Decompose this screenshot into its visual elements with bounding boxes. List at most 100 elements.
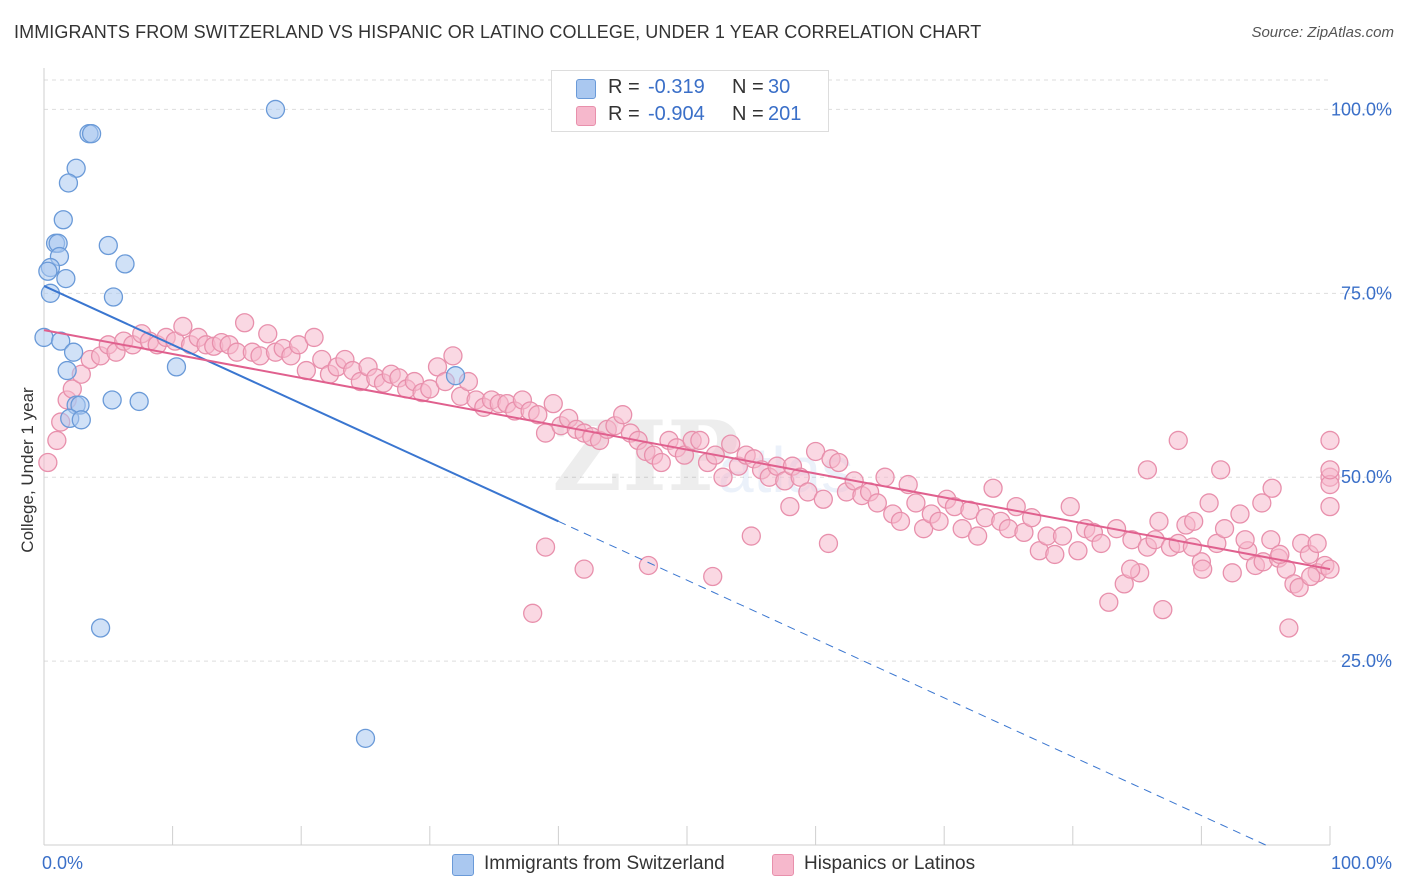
switzerland-point bbox=[102, 390, 122, 410]
r-value: -0.319 bbox=[648, 76, 705, 98]
y-axis-label: College, Under 1 year bbox=[18, 387, 37, 553]
hispanic-point bbox=[528, 405, 548, 425]
hispanic-point bbox=[1235, 530, 1255, 550]
switzerland-point bbox=[129, 391, 149, 412]
switzerland-point bbox=[53, 210, 73, 230]
hispanic-point bbox=[1021, 508, 1042, 528]
legend-row-switzerland: R = -0.319 N = 30 bbox=[552, 75, 828, 101]
r-label: R = bbox=[608, 76, 640, 98]
hispanic-point bbox=[805, 441, 826, 462]
hispanic-point bbox=[1184, 511, 1204, 531]
switzerland-point bbox=[38, 261, 58, 281]
chart-source: Source: ZipAtlas.com bbox=[1251, 24, 1394, 41]
hispanic-point bbox=[1060, 496, 1080, 517]
hispanic-point bbox=[1279, 618, 1299, 638]
switzerland-point bbox=[355, 728, 376, 748]
y-tick-label: 75.0% bbox=[1341, 283, 1392, 303]
hispanic-point bbox=[234, 313, 255, 333]
n-value: 30 bbox=[768, 76, 791, 98]
hispanic-point bbox=[690, 430, 710, 451]
hispanic-point bbox=[967, 526, 988, 546]
hispanic-point bbox=[1262, 478, 1282, 498]
hispanic-point bbox=[1091, 533, 1111, 554]
hispanic-point bbox=[829, 452, 849, 473]
pink-swatch-icon bbox=[576, 106, 596, 126]
hispanic-point bbox=[741, 526, 761, 546]
hispanic-point bbox=[1307, 533, 1327, 554]
hispanic-point bbox=[983, 478, 1003, 498]
hispanic-point bbox=[1252, 493, 1272, 513]
legend-item-hispanic[interactable]: Hispanics or Latinos bbox=[772, 852, 1002, 878]
hispanic-point bbox=[1149, 511, 1169, 531]
hispanic-point bbox=[38, 452, 58, 473]
hispanic-point bbox=[780, 496, 800, 517]
legend-row-hispanic: R = -0.904 N = 201 bbox=[552, 102, 828, 128]
hispanic-point bbox=[574, 559, 594, 579]
hispanic-point bbox=[1121, 559, 1141, 579]
hispanic-point bbox=[523, 603, 543, 623]
hispanic-point bbox=[1068, 541, 1088, 561]
hispanic-point bbox=[638, 555, 659, 576]
hispanic-point bbox=[304, 327, 324, 348]
switzerland-point bbox=[166, 357, 187, 377]
hispanic-point bbox=[713, 467, 733, 487]
hispanic-point bbox=[1193, 559, 1213, 579]
switzerland-trend-line bbox=[43, 285, 559, 523]
hispanic-point bbox=[813, 489, 833, 509]
x-tick-label: 0.0% bbox=[42, 853, 83, 873]
legend-label: Hispanics or Latinos bbox=[804, 853, 976, 874]
hispanic-point bbox=[867, 493, 887, 513]
hispanic-point bbox=[1099, 592, 1119, 612]
hispanic-point bbox=[420, 379, 440, 399]
correlation-legend: R = -0.319 N = 30 R = -0.904 N = 201 bbox=[551, 70, 829, 132]
hispanic-point bbox=[1230, 504, 1250, 524]
hispanic-point bbox=[1320, 430, 1340, 451]
hispanic-point bbox=[929, 511, 949, 531]
n-label: N = bbox=[732, 76, 764, 98]
hispanic-point bbox=[1052, 526, 1073, 546]
switzerland-point bbox=[115, 254, 135, 274]
hispanic-point bbox=[1122, 530, 1142, 550]
y-tick-label: 25.0% bbox=[1341, 651, 1392, 671]
hispanic-point bbox=[1045, 544, 1065, 565]
hispanic-point bbox=[613, 405, 633, 425]
switzerland-point bbox=[265, 99, 286, 120]
hispanic-point bbox=[818, 533, 839, 554]
y-tick-label: 100.0% bbox=[1331, 99, 1392, 119]
r-label: R = bbox=[608, 103, 640, 125]
hispanic-point bbox=[721, 434, 741, 454]
hispanic-point bbox=[258, 324, 278, 344]
hispanic-point bbox=[1261, 530, 1281, 550]
n-label: N = bbox=[732, 103, 764, 125]
switzerland-point bbox=[103, 287, 124, 307]
legend-item-switzerland[interactable]: Immigrants from Switzerland bbox=[452, 852, 752, 878]
hispanic-trend-line bbox=[43, 329, 1331, 571]
x-tick-label: 100.0% bbox=[1331, 853, 1392, 873]
switzerland-point bbox=[90, 618, 111, 638]
hispanic-point bbox=[890, 511, 911, 531]
switzerland-point bbox=[56, 268, 76, 289]
hispanic-point bbox=[875, 467, 895, 487]
switzerland-point bbox=[71, 410, 91, 430]
hispanic-point bbox=[798, 482, 818, 502]
hispanic-point bbox=[1168, 430, 1188, 451]
switzerland-point bbox=[81, 124, 102, 144]
switzerland-point bbox=[63, 342, 84, 362]
hispanic-point bbox=[535, 537, 556, 557]
switzerland-trend-extension bbox=[558, 520, 1266, 846]
hispanic-point bbox=[1301, 566, 1321, 587]
hispanic-point bbox=[1320, 496, 1340, 517]
hispanic-point bbox=[543, 394, 563, 414]
switzerland-point bbox=[57, 360, 77, 381]
switzerland-point bbox=[58, 173, 79, 193]
hispanic-point bbox=[173, 316, 193, 337]
hispanic-point bbox=[952, 519, 972, 539]
hispanic-point bbox=[47, 430, 67, 451]
hispanic-point bbox=[1137, 460, 1158, 480]
hispanic-point bbox=[1182, 537, 1203, 557]
chart-title: IMMIGRANTS FROM SWITZERLAND VS HISPANIC … bbox=[14, 22, 982, 42]
hispanic-point bbox=[1214, 519, 1235, 539]
blue-swatch-icon bbox=[452, 854, 474, 876]
legend-label: Immigrants from Switzerland bbox=[484, 853, 725, 874]
